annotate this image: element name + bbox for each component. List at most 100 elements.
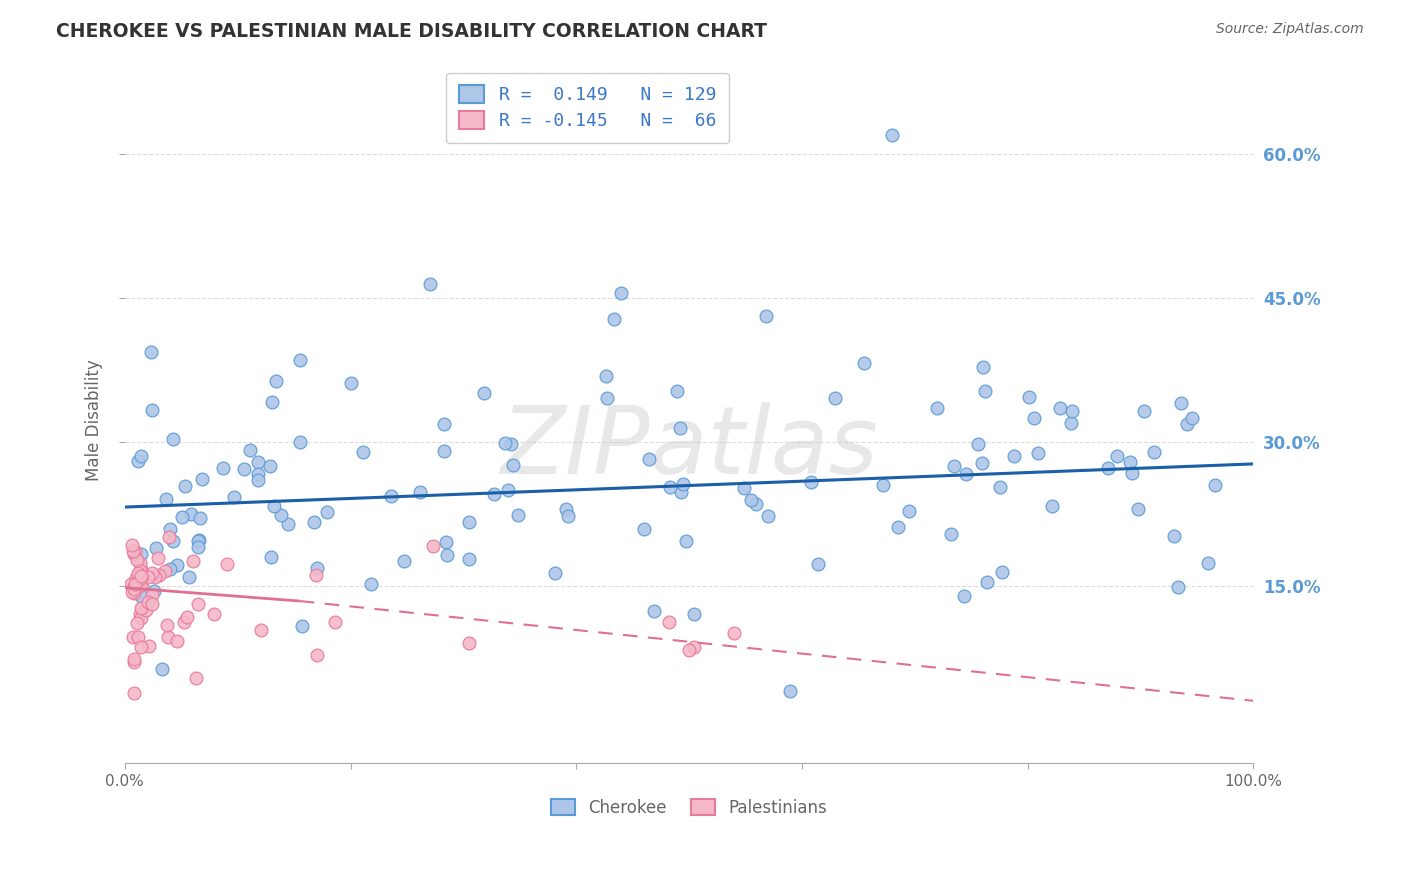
Point bbox=[131, 567, 153, 582]
Point bbox=[129, 556, 152, 570]
Point bbox=[148, 567, 170, 582]
Point bbox=[740, 493, 762, 508]
Point bbox=[125, 571, 148, 585]
Point bbox=[392, 554, 415, 568]
Point bbox=[976, 574, 998, 589]
Point bbox=[1119, 455, 1142, 469]
Point bbox=[482, 486, 505, 500]
Point bbox=[1163, 529, 1185, 543]
Point bbox=[135, 603, 157, 617]
Point bbox=[970, 456, 993, 470]
Point bbox=[939, 527, 962, 541]
Point bbox=[972, 359, 994, 374]
Point bbox=[290, 435, 312, 450]
Point bbox=[122, 686, 145, 700]
Point bbox=[898, 503, 921, 517]
Point bbox=[129, 578, 152, 592]
Point bbox=[1143, 445, 1166, 459]
Point bbox=[174, 479, 197, 493]
Point bbox=[121, 581, 143, 595]
Point bbox=[458, 636, 481, 650]
Point bbox=[953, 589, 976, 603]
Point bbox=[323, 615, 346, 629]
Point bbox=[806, 558, 828, 572]
Point bbox=[124, 586, 146, 600]
Point bbox=[1121, 466, 1143, 480]
Point bbox=[129, 601, 152, 615]
Point bbox=[146, 550, 169, 565]
Point bbox=[125, 577, 148, 591]
Point bbox=[1002, 449, 1025, 463]
Point bbox=[127, 453, 149, 467]
Y-axis label: Male Disability: Male Disability bbox=[86, 359, 103, 481]
Point bbox=[305, 648, 328, 662]
Point bbox=[433, 443, 456, 458]
Point bbox=[233, 462, 256, 476]
Point bbox=[128, 607, 150, 621]
Legend: Cherokee, Palestinians: Cherokee, Palestinians bbox=[544, 792, 834, 823]
Point bbox=[499, 437, 522, 451]
Point bbox=[927, 401, 949, 415]
Point bbox=[124, 577, 146, 591]
Point bbox=[305, 560, 328, 574]
Point bbox=[745, 497, 768, 511]
Point bbox=[153, 564, 176, 578]
Point bbox=[633, 522, 655, 536]
Point bbox=[190, 510, 212, 524]
Point bbox=[239, 442, 262, 457]
Point bbox=[988, 480, 1011, 494]
Point bbox=[1126, 502, 1149, 516]
Point bbox=[122, 630, 145, 644]
Point bbox=[156, 617, 179, 632]
Point bbox=[129, 577, 152, 591]
Point bbox=[683, 607, 706, 622]
Point bbox=[157, 630, 180, 644]
Point bbox=[136, 570, 159, 584]
Point bbox=[418, 277, 440, 291]
Point bbox=[138, 639, 160, 653]
Point bbox=[166, 558, 188, 572]
Point bbox=[1170, 396, 1192, 410]
Point bbox=[291, 618, 314, 632]
Point bbox=[202, 607, 225, 621]
Point bbox=[157, 530, 180, 544]
Point bbox=[127, 566, 149, 581]
Point bbox=[472, 386, 495, 401]
Point bbox=[141, 598, 163, 612]
Point bbox=[155, 492, 177, 507]
Point bbox=[966, 437, 988, 451]
Point bbox=[122, 652, 145, 666]
Point bbox=[595, 368, 617, 383]
Point bbox=[159, 522, 181, 536]
Point bbox=[262, 394, 284, 409]
Point bbox=[172, 509, 194, 524]
Point bbox=[129, 449, 152, 463]
Point bbox=[882, 128, 904, 142]
Point bbox=[733, 481, 755, 495]
Point bbox=[360, 576, 382, 591]
Point bbox=[496, 483, 519, 497]
Point bbox=[129, 589, 152, 603]
Point bbox=[188, 533, 211, 547]
Point bbox=[122, 547, 145, 561]
Point bbox=[305, 568, 328, 582]
Point bbox=[162, 534, 184, 549]
Point bbox=[658, 615, 681, 630]
Point bbox=[125, 615, 148, 630]
Point bbox=[666, 384, 689, 398]
Point bbox=[121, 538, 143, 552]
Point bbox=[643, 604, 665, 618]
Point bbox=[422, 539, 444, 553]
Point bbox=[991, 566, 1014, 580]
Text: CHEROKEE VS PALESTINIAN MALE DISABILITY CORRELATION CHART: CHEROKEE VS PALESTINIAN MALE DISABILITY … bbox=[56, 22, 768, 41]
Point bbox=[129, 562, 152, 576]
Point bbox=[180, 508, 202, 522]
Point bbox=[127, 630, 149, 644]
Point bbox=[246, 455, 269, 469]
Point bbox=[557, 508, 579, 523]
Point bbox=[270, 508, 292, 522]
Point bbox=[128, 564, 150, 578]
Point bbox=[129, 640, 152, 654]
Point bbox=[974, 384, 997, 398]
Point bbox=[434, 535, 457, 549]
